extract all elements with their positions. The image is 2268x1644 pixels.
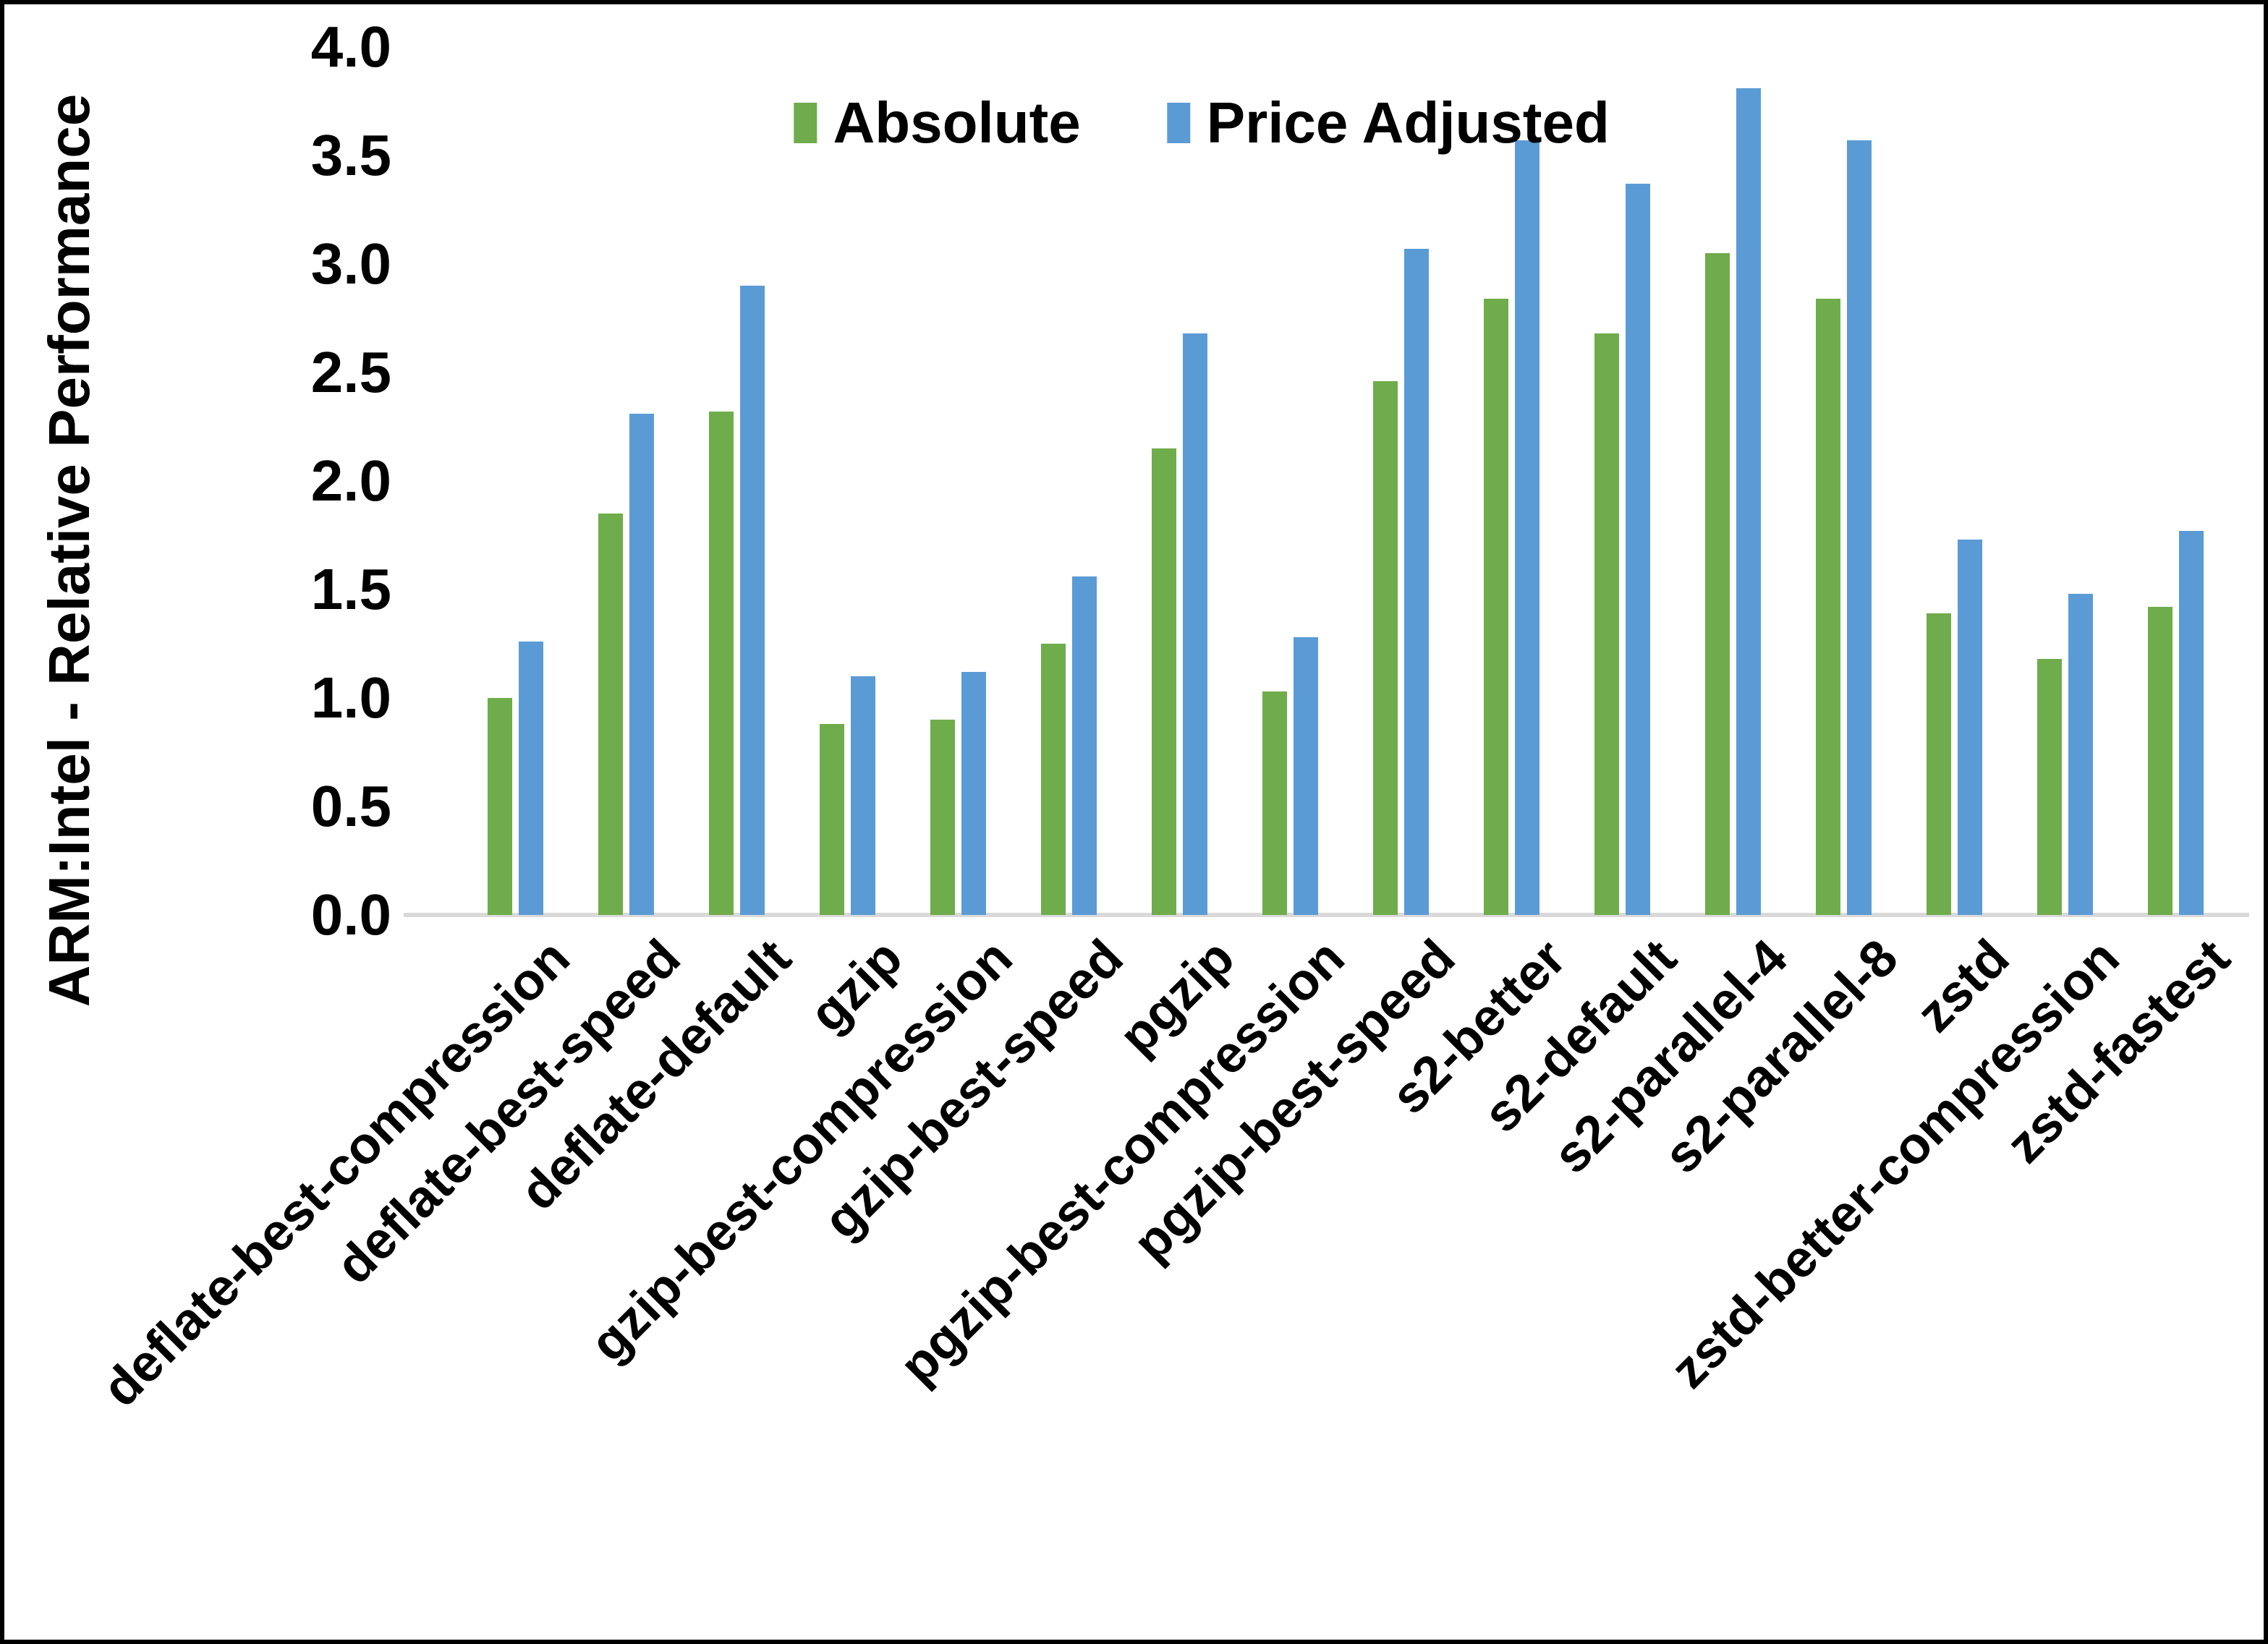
y-tick-label-0.5: 0.5 <box>310 774 391 838</box>
bar-price-adjusted-pgzip <box>1183 333 1207 915</box>
y-tick-label-2.5: 2.5 <box>310 340 391 404</box>
y-tick-label-2.0: 2.0 <box>310 448 391 513</box>
bar-absolute-gzip-best-compression <box>930 720 955 915</box>
legend-swatch-absolute <box>794 103 817 143</box>
legend-label-absolute: Absolute <box>833 90 1081 155</box>
legend-label-price-adjusted: Price Adjusted <box>1206 90 1610 155</box>
bar-absolute-deflate-best-speed <box>598 514 623 915</box>
y-tick-label-1.5: 1.5 <box>310 557 391 621</box>
bar-price-adjusted-zstd-better-compression <box>2068 594 2093 915</box>
bar-price-adjusted-zstd-fastest <box>2179 531 2204 915</box>
bar-absolute-deflate-default <box>709 412 734 915</box>
y-tick-label-0.0: 0.0 <box>310 882 391 947</box>
bar-price-adjusted-deflate-best-speed <box>629 414 654 915</box>
x-category-label-deflate-best-compression: deflate-best-compression <box>91 929 582 1418</box>
bar-price-adjusted-zstd <box>1958 540 1982 915</box>
y-axis-title: ARM:Intel - Relative Performance <box>37 93 101 1008</box>
x-axis-line <box>404 913 2249 917</box>
bar-price-adjusted-gzip-best-compression <box>961 672 986 915</box>
bar-price-adjusted-gzip-best-speed <box>1072 576 1097 915</box>
legend-entry-absolute: Absolute <box>794 90 1081 156</box>
bar-price-adjusted-s2-parallel-8 <box>1847 140 1872 915</box>
legend-swatch-price-adjusted <box>1167 103 1191 143</box>
bar-absolute-s2-better <box>1484 299 1508 915</box>
bar-price-adjusted-s2-better <box>1515 140 1539 915</box>
y-tick-label-1.0: 1.0 <box>310 665 391 730</box>
bar-price-adjusted-deflate-default <box>740 286 765 915</box>
bar-absolute-zstd-fastest <box>2148 607 2173 915</box>
legend-entry-price-adjusted: Price Adjusted <box>1167 90 1610 156</box>
bar-price-adjusted-pgzip-best-compression <box>1294 637 1318 915</box>
bar-absolute-s2-parallel-4 <box>1705 253 1730 915</box>
bar-absolute-pgzip <box>1152 448 1176 915</box>
y-tick-label-4.0: 4.0 <box>310 14 391 79</box>
bar-absolute-gzip <box>820 724 844 915</box>
bar-price-adjusted-pgzip-best-speed <box>1404 249 1429 915</box>
y-tick-label-3.5: 3.5 <box>310 123 391 187</box>
bar-price-adjusted-deflate-best-compression <box>519 642 543 915</box>
bar-price-adjusted-s2-parallel-4 <box>1736 88 1761 915</box>
bar-absolute-gzip-best-speed <box>1041 644 1066 915</box>
legend: Absolute Price Adjusted <box>794 90 1610 156</box>
bar-absolute-zstd <box>1927 613 1951 915</box>
bar-absolute-deflate-best-compression <box>488 698 512 915</box>
bar-absolute-pgzip-best-speed <box>1373 381 1398 915</box>
bar-absolute-s2-parallel-8 <box>1816 299 1840 915</box>
bar-price-adjusted-s2-default <box>1626 184 1650 915</box>
bar-absolute-pgzip-best-compression <box>1262 691 1287 915</box>
bar-absolute-zstd-better-compression <box>2037 659 2062 915</box>
bar-absolute-s2-default <box>1594 333 1619 915</box>
bar-price-adjusted-gzip <box>851 676 875 915</box>
y-tick-label-3.0: 3.0 <box>310 231 391 296</box>
